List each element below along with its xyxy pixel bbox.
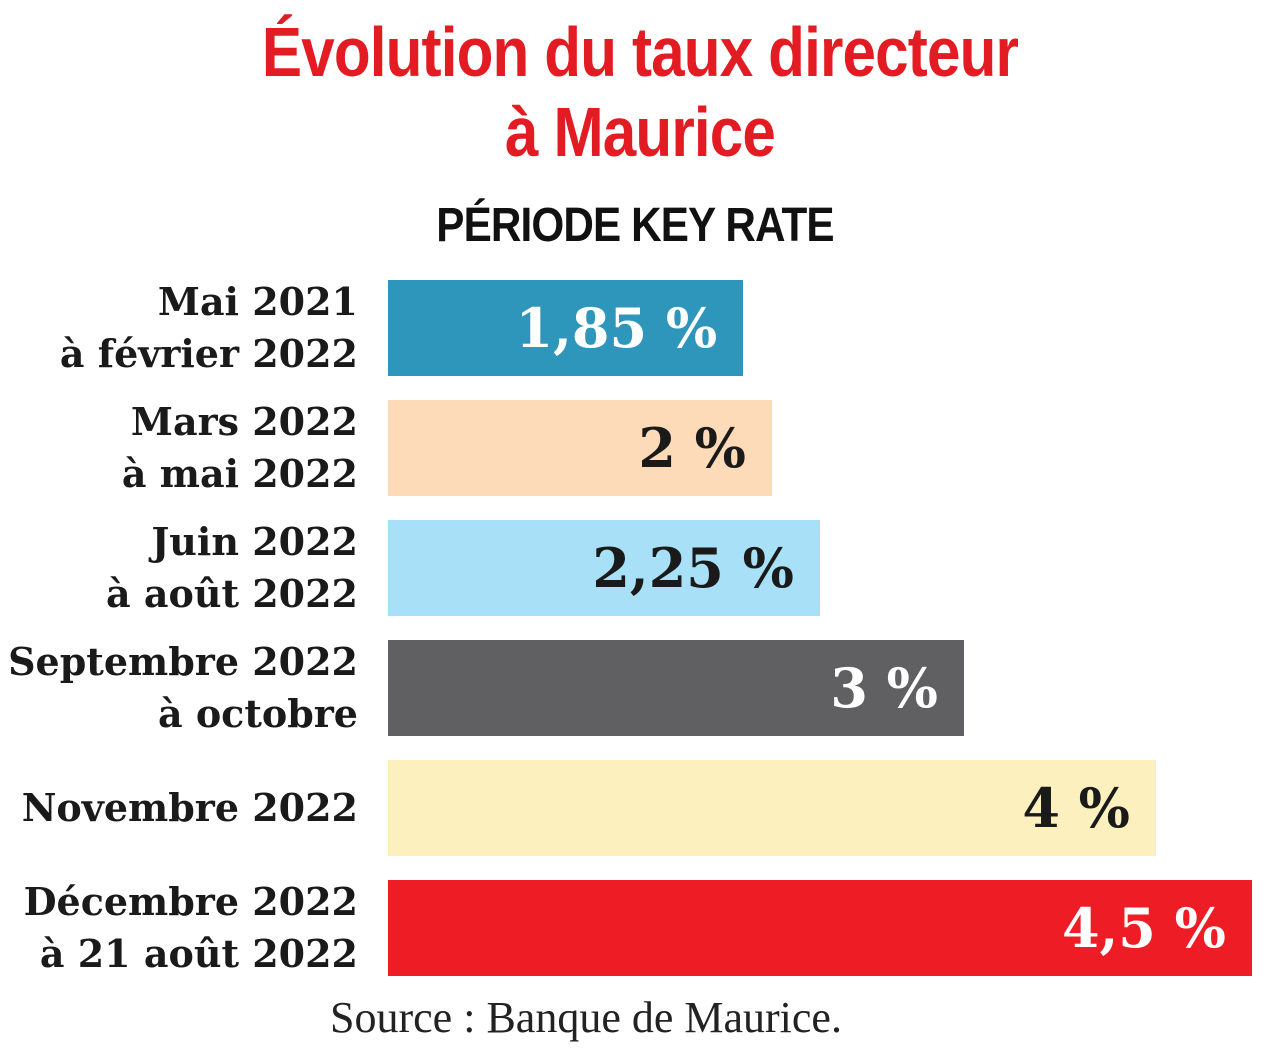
bar: 1,85 % bbox=[388, 280, 744, 376]
category-label: Décembre 2022 à 21 août 2022 bbox=[24, 876, 358, 980]
category-label-line: Juin 2022 bbox=[151, 519, 358, 564]
column-header: PÉRIODE KEY RATE bbox=[436, 199, 834, 252]
bar: 3 % bbox=[388, 640, 964, 736]
category-label-line: à 21 août 2022 bbox=[39, 931, 358, 976]
bar: 4,5 % bbox=[388, 880, 1252, 976]
category-label: Septembre 2022 à octobre bbox=[8, 636, 358, 740]
bar-value-label: 4 % bbox=[1022, 776, 1130, 840]
bar-value-label: 3 % bbox=[830, 656, 938, 720]
source-note: Source : Banque de Maurice. bbox=[330, 993, 842, 1042]
bar: 2 % bbox=[388, 400, 772, 496]
category-label: Mars 2022 à mai 2022 bbox=[122, 396, 358, 500]
category-label-line: à octobre bbox=[157, 691, 358, 736]
category-label-line: à février 2022 bbox=[59, 331, 358, 376]
category-label-line: Septembre 2022 bbox=[8, 639, 358, 684]
chart-title-line-2: à Maurice bbox=[505, 93, 776, 171]
category-label-line: à août 2022 bbox=[106, 571, 358, 616]
bar-value-label: 4,5 % bbox=[1061, 896, 1226, 960]
bar-value-label: 2,25 % bbox=[592, 536, 794, 600]
category-label-line: Décembre 2022 bbox=[23, 879, 358, 924]
category-label: Juin 2022 à août 2022 bbox=[106, 516, 358, 620]
category-label-line: Mai 2021 bbox=[157, 279, 358, 324]
category-label-line: Mars 2022 bbox=[130, 399, 358, 444]
bar-value-label: 2 % bbox=[638, 416, 746, 480]
category-label: Mai 2021 à février 2022 bbox=[60, 276, 358, 380]
category-label-line: Novembre 2022 bbox=[21, 785, 358, 830]
bar: 4 % bbox=[388, 760, 1156, 856]
chart-title-line-1: Évolution du taux directeur bbox=[261, 13, 1019, 91]
category-label: Novembre 2022 bbox=[22, 782, 358, 834]
bar-value-label: 1,85 % bbox=[515, 296, 718, 360]
category-label-line: à mai 2022 bbox=[121, 451, 358, 496]
bar: 2,25 % bbox=[388, 520, 820, 616]
